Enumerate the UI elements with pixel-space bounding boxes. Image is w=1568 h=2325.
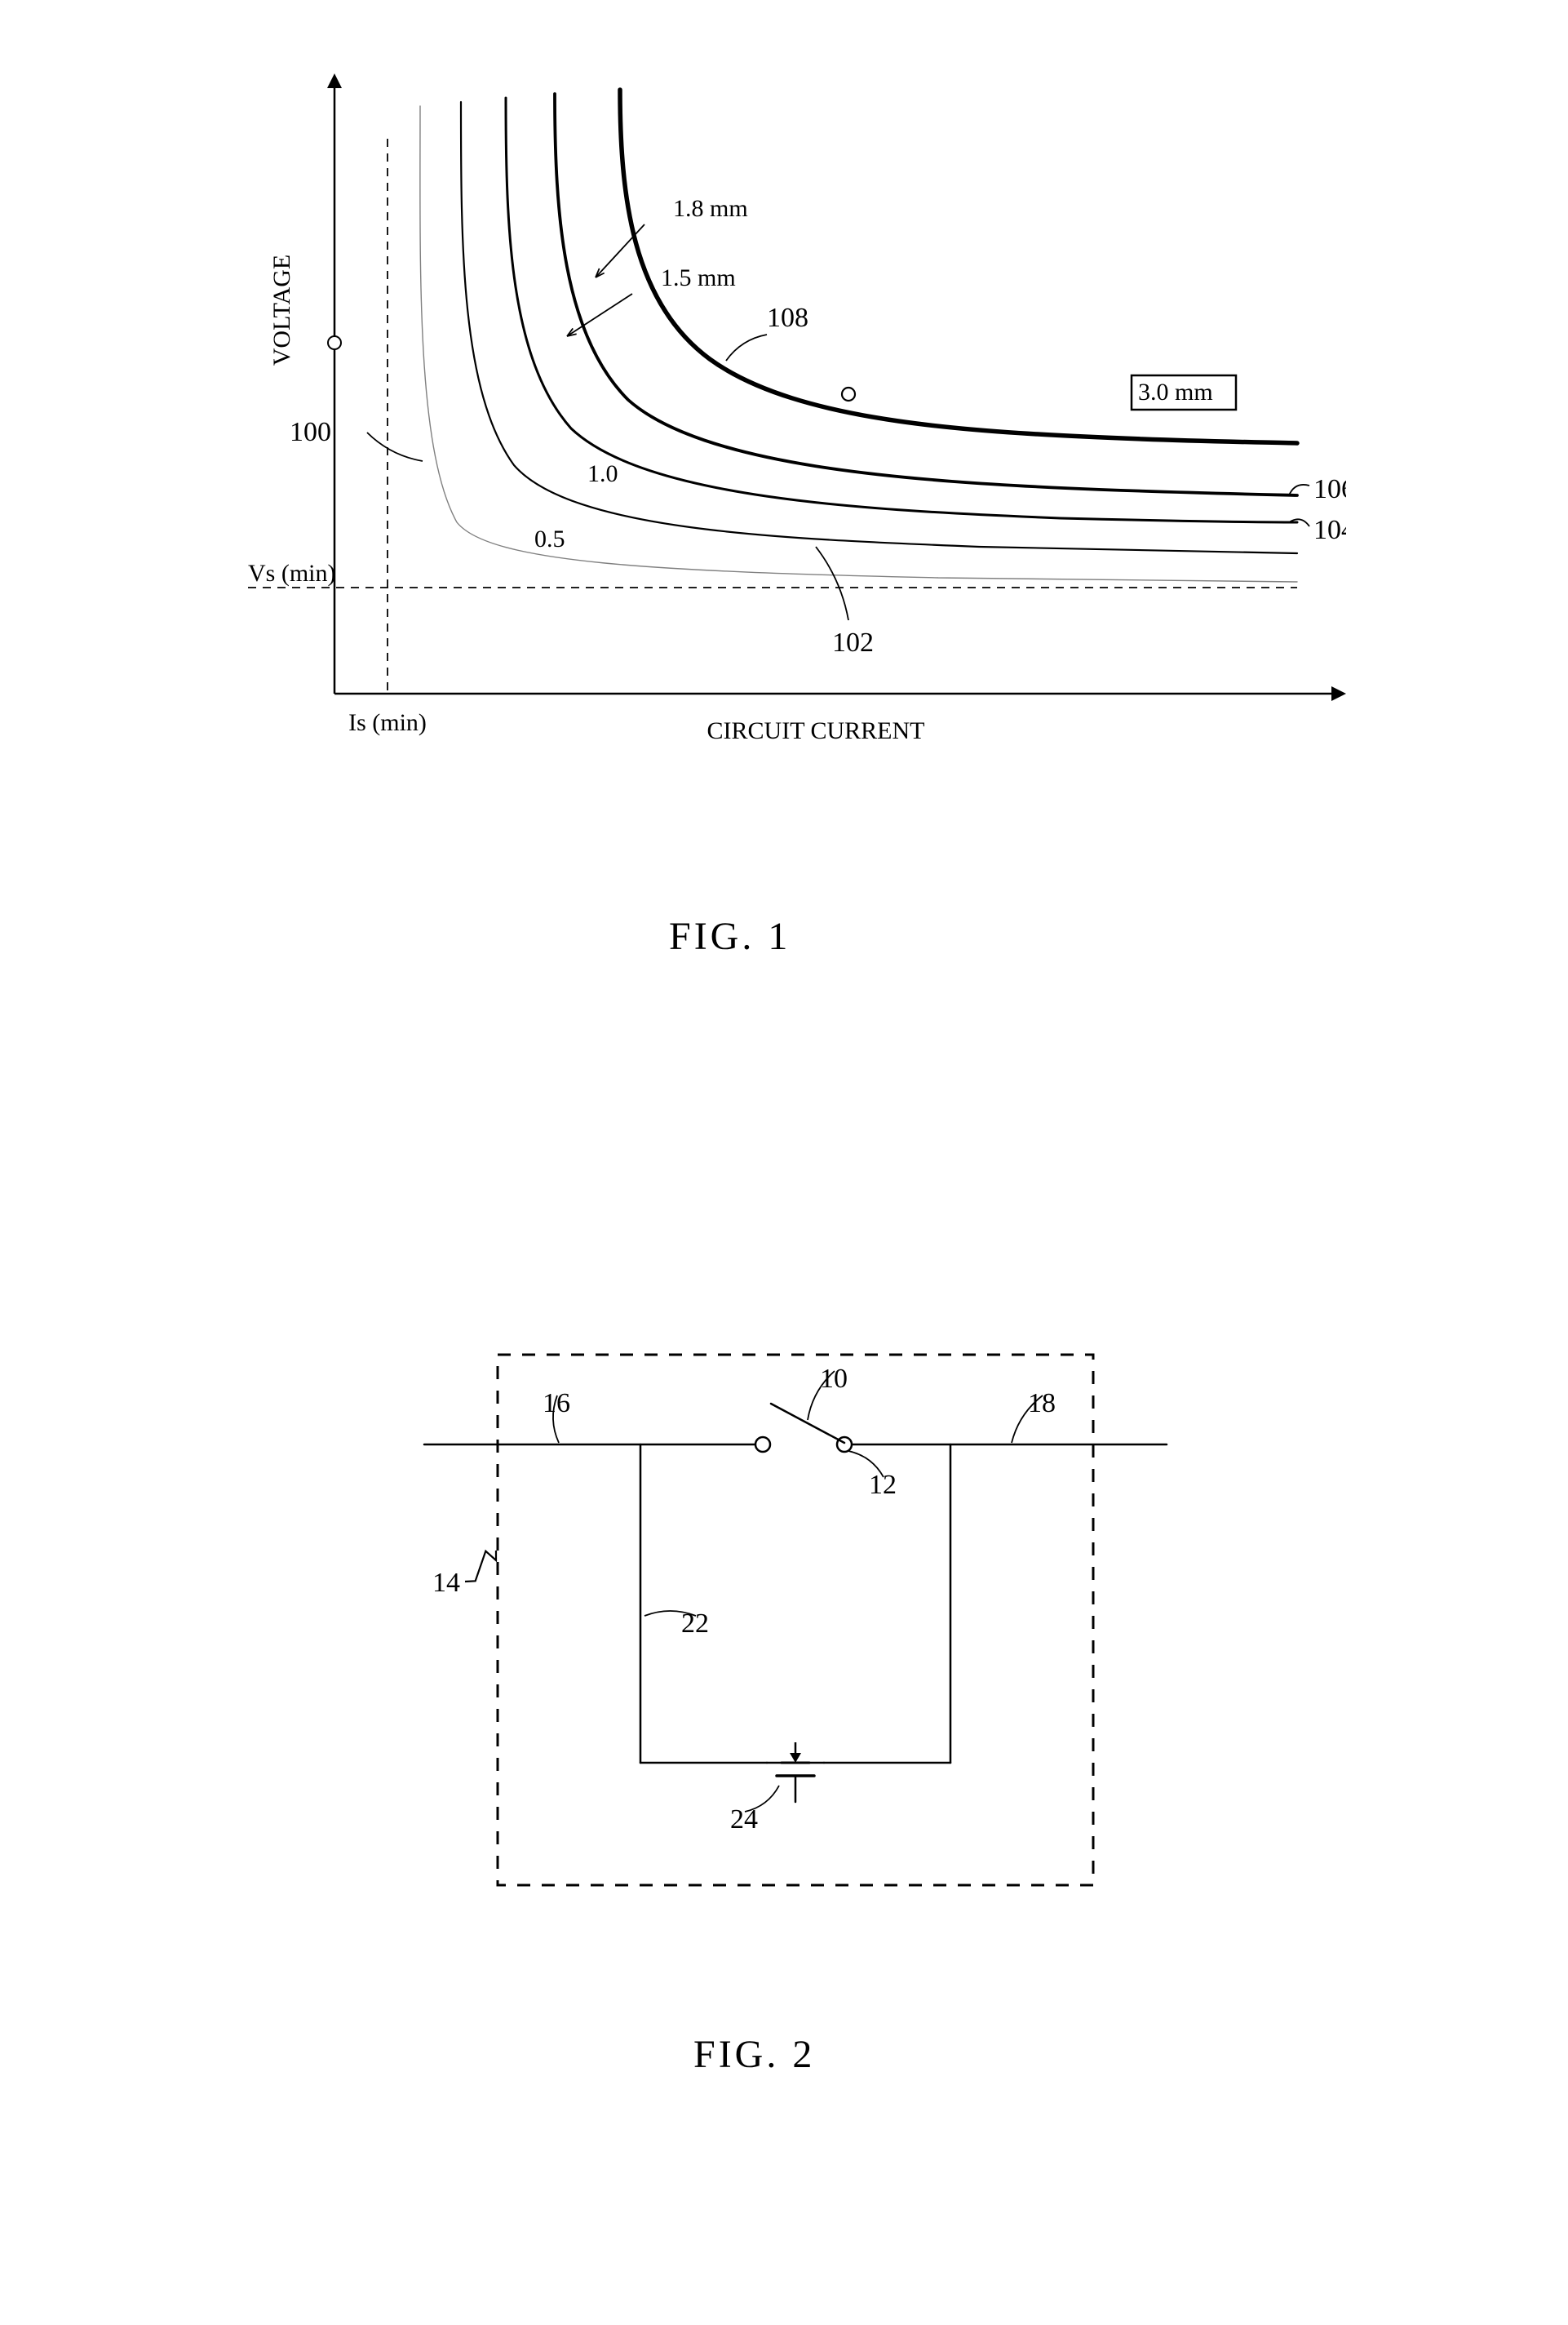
- svg-text:1.5 mm: 1.5 mm: [661, 264, 736, 291]
- svg-text:3.0 mm: 3.0 mm: [1138, 379, 1213, 406]
- svg-text:104: 104: [1313, 515, 1346, 545]
- svg-text:VOLTAGE: VOLTAGE: [268, 255, 295, 366]
- fig1: CIRCUIT CURRENT VOLTAGE Vs (min) Is (min) 0.…: [245, 65, 1346, 800]
- svg-text:0.5: 0.5: [534, 526, 565, 552]
- svg-text:10: 10: [820, 1364, 848, 1394]
- svg-text:106: 106: [1313, 474, 1346, 504]
- svg-text:108: 108: [767, 303, 808, 333]
- page: CIRCUIT CURRENT VOLTAGE Vs (min) Is (min) 0.…: [0, 0, 1568, 2325]
- svg-text:CIRCUIT CURRENT: CIRCUIT CURRENT: [707, 717, 925, 744]
- fig2: 14161018122224: [408, 1306, 1183, 1999]
- svg-text:100: 100: [290, 417, 331, 447]
- svg-text:14: 14: [432, 1568, 460, 1598]
- svg-text:18: 18: [1028, 1388, 1056, 1418]
- fig1-caption: FIG. 1: [669, 914, 791, 959]
- fig2-circuit: 14161018122224: [408, 1306, 1183, 1999]
- svg-text:16: 16: [543, 1388, 570, 1418]
- svg-text:102: 102: [832, 628, 874, 658]
- svg-text:1.0: 1.0: [587, 460, 618, 487]
- svg-text:Vs (min): Vs (min): [248, 560, 336, 587]
- svg-text:Is (min): Is (min): [348, 709, 427, 736]
- svg-text:1.8 mm: 1.8 mm: [673, 195, 748, 222]
- fig2-caption: FIG. 2: [693, 2032, 815, 2077]
- fig1-chart: CIRCUIT CURRENT VOLTAGE Vs (min) Is (min) 0.…: [245, 65, 1346, 800]
